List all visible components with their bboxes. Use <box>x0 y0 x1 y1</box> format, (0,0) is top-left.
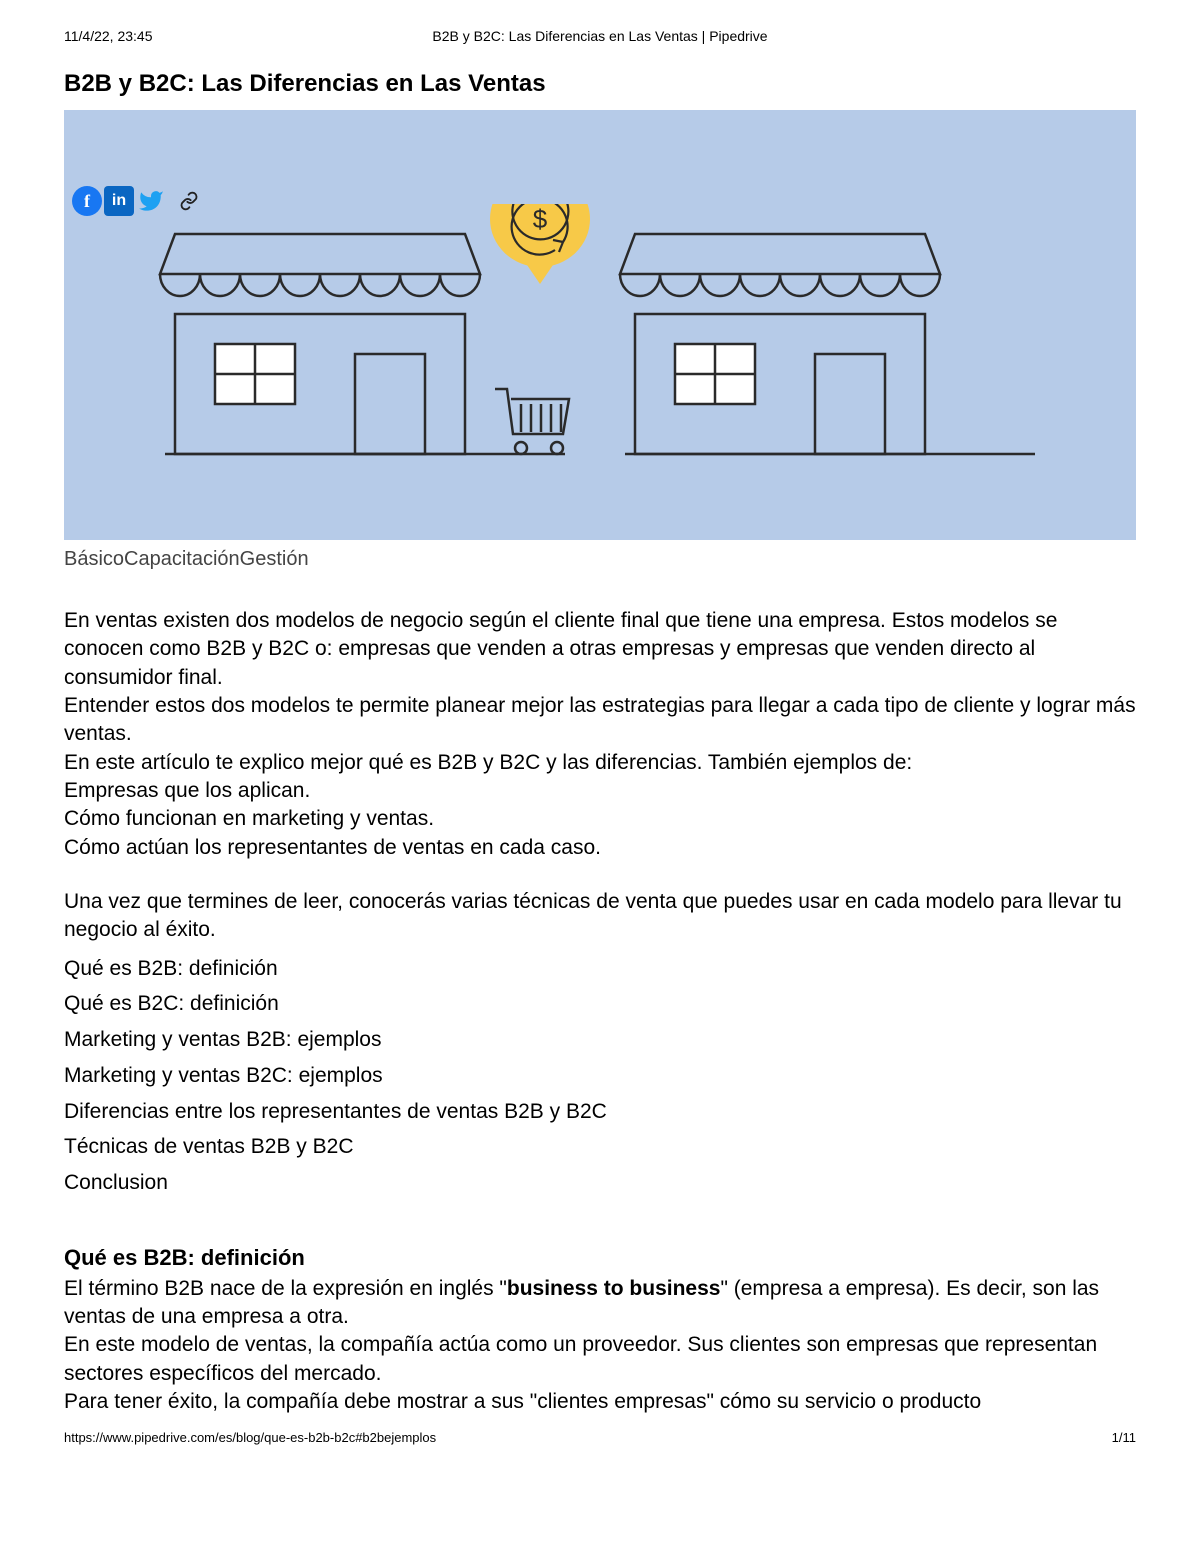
intro-paragraph-6: Cómo actúan los representantes de ventas… <box>64 834 1136 862</box>
intro-paragraph-1: En ventas existen dos modelos de negocio… <box>64 607 1136 692</box>
section-paragraph: El término B2B nace de la expresión en i… <box>64 1275 1136 1332</box>
toc-item[interactable]: Técnicas de ventas B2B y B2C <box>64 1129 1136 1165</box>
toc-item[interactable]: Conclusion <box>64 1165 1136 1201</box>
section-paragraph: En este modelo de ventas, la compañía ac… <box>64 1331 1136 1388</box>
toc-item[interactable]: Diferencias entre los representantes de … <box>64 1094 1136 1130</box>
print-footer: https://www.pipedrive.com/es/blog/que-es… <box>64 1430 1136 1445</box>
print-header: 11/4/22, 23:45 B2B y B2C: Las Diferencia… <box>64 28 1136 44</box>
intro-paragraph-2: Entender estos dos modelos te permite pl… <box>64 692 1136 749</box>
intro-paragraph-7: Una vez que termines de leer, conocerás … <box>64 888 1136 945</box>
print-doc-title: B2B y B2C: Las Diferencias en Las Ventas… <box>264 28 936 44</box>
section-paragraph: Para tener éxito, la compañía debe mostr… <box>64 1388 1136 1416</box>
toc-item[interactable]: Qué es B2C: definición <box>64 986 1136 1022</box>
intro-paragraph-4: Empresas que los aplican. <box>64 777 1136 805</box>
toc-item[interactable]: Marketing y ventas B2C: ejemplos <box>64 1058 1136 1094</box>
section-heading-b2b: Qué es B2B: definición <box>64 1245 1136 1271</box>
hero-illustration: f in <box>64 110 1136 540</box>
storefront-illustration: $ <box>64 204 1136 484</box>
footer-page-number: 1/11 <box>1112 1430 1136 1445</box>
svg-text:$: $ <box>533 204 548 234</box>
footer-url: https://www.pipedrive.com/es/blog/que-es… <box>64 1430 436 1445</box>
intro-paragraph-3: En este artículo te explico mejor qué es… <box>64 749 1136 777</box>
article-title: B2B y B2C: Las Diferencias en Las Ventas <box>64 70 1136 98</box>
table-of-contents: Qué es B2B: definición Qué es B2C: defin… <box>64 951 1136 1201</box>
intro-paragraph-5: Cómo funcionan en marketing y ventas. <box>64 805 1136 833</box>
text-run: El término B2B nace de la expresión en i… <box>64 1277 507 1300</box>
article-body: En ventas existen dos modelos de negocio… <box>64 607 1136 1416</box>
text-bold: business to business <box>507 1277 721 1300</box>
print-timestamp: 11/4/22, 23:45 <box>64 28 264 44</box>
toc-item[interactable]: Qué es B2B: definición <box>64 951 1136 987</box>
article-tags: BásicoCapacitaciónGestión <box>64 548 1136 571</box>
toc-item[interactable]: Marketing y ventas B2B: ejemplos <box>64 1022 1136 1058</box>
